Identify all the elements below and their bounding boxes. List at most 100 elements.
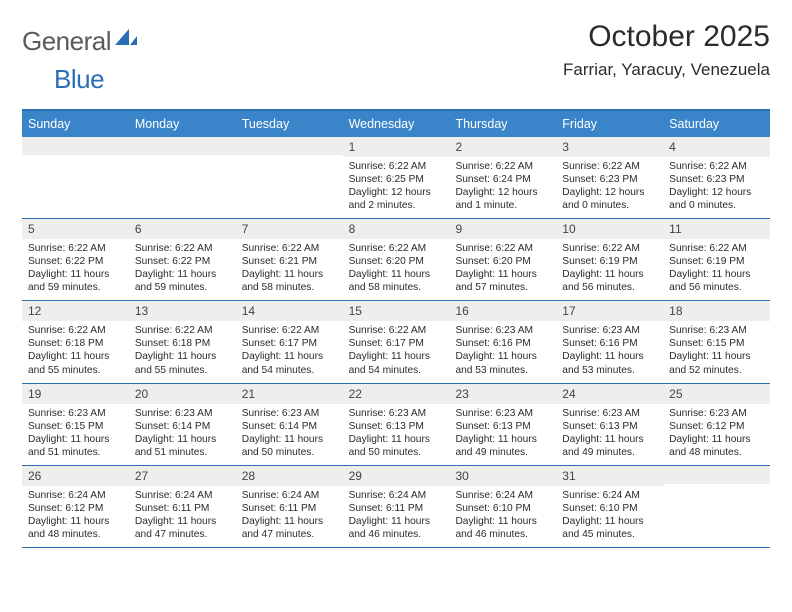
day-number [663, 466, 770, 484]
dow-friday: Friday [556, 111, 663, 137]
day-number: 15 [343, 301, 450, 321]
day-detail-line: Sunrise: 6:22 AM [28, 324, 123, 337]
day-details: Sunrise: 6:24 AMSunset: 6:11 PMDaylight:… [343, 486, 450, 547]
day-detail-line: Sunset: 6:16 PM [562, 337, 657, 350]
day-cell: 7Sunrise: 6:22 AMSunset: 6:21 PMDaylight… [236, 219, 343, 300]
day-detail-line: Sunrise: 6:22 AM [349, 324, 444, 337]
day-details: Sunrise: 6:23 AMSunset: 6:16 PMDaylight:… [449, 321, 556, 382]
weeks-container: 1Sunrise: 6:22 AMSunset: 6:25 PMDaylight… [22, 137, 770, 548]
day-number: 13 [129, 301, 236, 321]
day-cell: 17Sunrise: 6:23 AMSunset: 6:16 PMDayligh… [556, 301, 663, 382]
day-cell: 2Sunrise: 6:22 AMSunset: 6:24 PMDaylight… [449, 137, 556, 218]
day-details: Sunrise: 6:24 AMSunset: 6:10 PMDaylight:… [556, 486, 663, 547]
day-cell: 16Sunrise: 6:23 AMSunset: 6:16 PMDayligh… [449, 301, 556, 382]
week-row: 5Sunrise: 6:22 AMSunset: 6:22 PMDaylight… [22, 219, 770, 301]
day-detail-line: Daylight: 11 hours and 45 minutes. [562, 515, 657, 541]
day-details: Sunrise: 6:23 AMSunset: 6:15 PMDaylight:… [22, 404, 129, 465]
day-detail-line: Daylight: 11 hours and 54 minutes. [349, 350, 444, 376]
day-number: 28 [236, 466, 343, 486]
day-detail-line: Sunrise: 6:22 AM [242, 324, 337, 337]
day-details: Sunrise: 6:22 AMSunset: 6:21 PMDaylight:… [236, 239, 343, 300]
day-cell: 26Sunrise: 6:24 AMSunset: 6:12 PMDayligh… [22, 466, 129, 547]
day-detail-line: Daylight: 12 hours and 0 minutes. [562, 186, 657, 212]
day-detail-line: Sunset: 6:24 PM [455, 173, 550, 186]
day-detail-line: Sunrise: 6:22 AM [562, 242, 657, 255]
day-number: 16 [449, 301, 556, 321]
day-detail-line: Sunset: 6:25 PM [349, 173, 444, 186]
day-cell: 13Sunrise: 6:22 AMSunset: 6:18 PMDayligh… [129, 301, 236, 382]
day-detail-line: Sunrise: 6:22 AM [349, 160, 444, 173]
day-details: Sunrise: 6:22 AMSunset: 6:18 PMDaylight:… [129, 321, 236, 382]
calendar-page: General October 2025 Farriar, Yaracuy, V… [0, 0, 792, 612]
day-detail-line: Daylight: 11 hours and 51 minutes. [28, 433, 123, 459]
day-details: Sunrise: 6:22 AMSunset: 6:24 PMDaylight:… [449, 157, 556, 218]
logo-sail-icon [115, 29, 137, 54]
day-details: Sunrise: 6:22 AMSunset: 6:20 PMDaylight:… [449, 239, 556, 300]
day-number: 7 [236, 219, 343, 239]
day-cell: 8Sunrise: 6:22 AMSunset: 6:20 PMDaylight… [343, 219, 450, 300]
day-details [236, 155, 343, 213]
day-details: Sunrise: 6:23 AMSunset: 6:13 PMDaylight:… [343, 404, 450, 465]
day-detail-line: Sunset: 6:13 PM [562, 420, 657, 433]
day-cell: 3Sunrise: 6:22 AMSunset: 6:23 PMDaylight… [556, 137, 663, 218]
day-detail-line: Sunrise: 6:22 AM [28, 242, 123, 255]
day-detail-line: Daylight: 11 hours and 55 minutes. [135, 350, 230, 376]
day-detail-line: Sunset: 6:20 PM [455, 255, 550, 268]
dow-monday: Monday [129, 111, 236, 137]
day-detail-line: Sunrise: 6:23 AM [669, 324, 764, 337]
day-detail-line: Sunrise: 6:24 AM [242, 489, 337, 502]
day-detail-line: Sunrise: 6:22 AM [455, 160, 550, 173]
day-cell: 20Sunrise: 6:23 AMSunset: 6:14 PMDayligh… [129, 384, 236, 465]
day-detail-line: Sunset: 6:14 PM [135, 420, 230, 433]
day-details: Sunrise: 6:22 AMSunset: 6:23 PMDaylight:… [663, 157, 770, 218]
day-details [129, 155, 236, 213]
day-cell: 9Sunrise: 6:22 AMSunset: 6:20 PMDaylight… [449, 219, 556, 300]
week-row: 1Sunrise: 6:22 AMSunset: 6:25 PMDaylight… [22, 137, 770, 219]
day-detail-line: Sunset: 6:11 PM [135, 502, 230, 515]
day-detail-line: Daylight: 11 hours and 48 minutes. [669, 433, 764, 459]
day-detail-line: Daylight: 11 hours and 52 minutes. [669, 350, 764, 376]
day-detail-line: Daylight: 11 hours and 59 minutes. [28, 268, 123, 294]
day-number: 26 [22, 466, 129, 486]
day-cell: 6Sunrise: 6:22 AMSunset: 6:22 PMDaylight… [129, 219, 236, 300]
day-detail-line: Sunset: 6:21 PM [242, 255, 337, 268]
day-number: 29 [343, 466, 450, 486]
day-detail-line: Sunset: 6:22 PM [135, 255, 230, 268]
calendar-grid: Sunday Monday Tuesday Wednesday Thursday… [22, 109, 770, 548]
day-details: Sunrise: 6:22 AMSunset: 6:17 PMDaylight:… [343, 321, 450, 382]
dow-saturday: Saturday [663, 111, 770, 137]
day-number: 12 [22, 301, 129, 321]
day-detail-line: Daylight: 11 hours and 53 minutes. [562, 350, 657, 376]
day-cell [22, 137, 129, 218]
day-detail-line: Daylight: 11 hours and 58 minutes. [349, 268, 444, 294]
day-number: 24 [556, 384, 663, 404]
day-details: Sunrise: 6:22 AMSunset: 6:22 PMDaylight:… [22, 239, 129, 300]
day-detail-line: Sunset: 6:15 PM [669, 337, 764, 350]
day-cell: 14Sunrise: 6:22 AMSunset: 6:17 PMDayligh… [236, 301, 343, 382]
day-cell: 23Sunrise: 6:23 AMSunset: 6:13 PMDayligh… [449, 384, 556, 465]
day-detail-line: Daylight: 11 hours and 59 minutes. [135, 268, 230, 294]
day-detail-line: Sunrise: 6:24 AM [349, 489, 444, 502]
day-cell: 24Sunrise: 6:23 AMSunset: 6:13 PMDayligh… [556, 384, 663, 465]
day-number: 31 [556, 466, 663, 486]
day-detail-line: Daylight: 11 hours and 56 minutes. [669, 268, 764, 294]
day-cell: 21Sunrise: 6:23 AMSunset: 6:14 PMDayligh… [236, 384, 343, 465]
day-detail-line: Sunrise: 6:24 AM [562, 489, 657, 502]
day-detail-line: Daylight: 11 hours and 57 minutes. [455, 268, 550, 294]
day-cell: 5Sunrise: 6:22 AMSunset: 6:22 PMDaylight… [22, 219, 129, 300]
day-cell: 12Sunrise: 6:22 AMSunset: 6:18 PMDayligh… [22, 301, 129, 382]
day-detail-line: Sunset: 6:14 PM [242, 420, 337, 433]
day-detail-line: Daylight: 11 hours and 53 minutes. [455, 350, 550, 376]
day-detail-line: Daylight: 11 hours and 48 minutes. [28, 515, 123, 541]
day-details: Sunrise: 6:22 AMSunset: 6:19 PMDaylight:… [556, 239, 663, 300]
day-cell: 15Sunrise: 6:22 AMSunset: 6:17 PMDayligh… [343, 301, 450, 382]
day-cell [236, 137, 343, 218]
month-title: October 2025 [563, 20, 770, 54]
day-of-week-row: Sunday Monday Tuesday Wednesday Thursday… [22, 111, 770, 137]
day-detail-line: Sunset: 6:20 PM [349, 255, 444, 268]
day-detail-line: Sunset: 6:12 PM [28, 502, 123, 515]
day-detail-line: Daylight: 11 hours and 49 minutes. [562, 433, 657, 459]
dow-thursday: Thursday [449, 111, 556, 137]
day-detail-line: Sunrise: 6:23 AM [455, 407, 550, 420]
day-number: 25 [663, 384, 770, 404]
